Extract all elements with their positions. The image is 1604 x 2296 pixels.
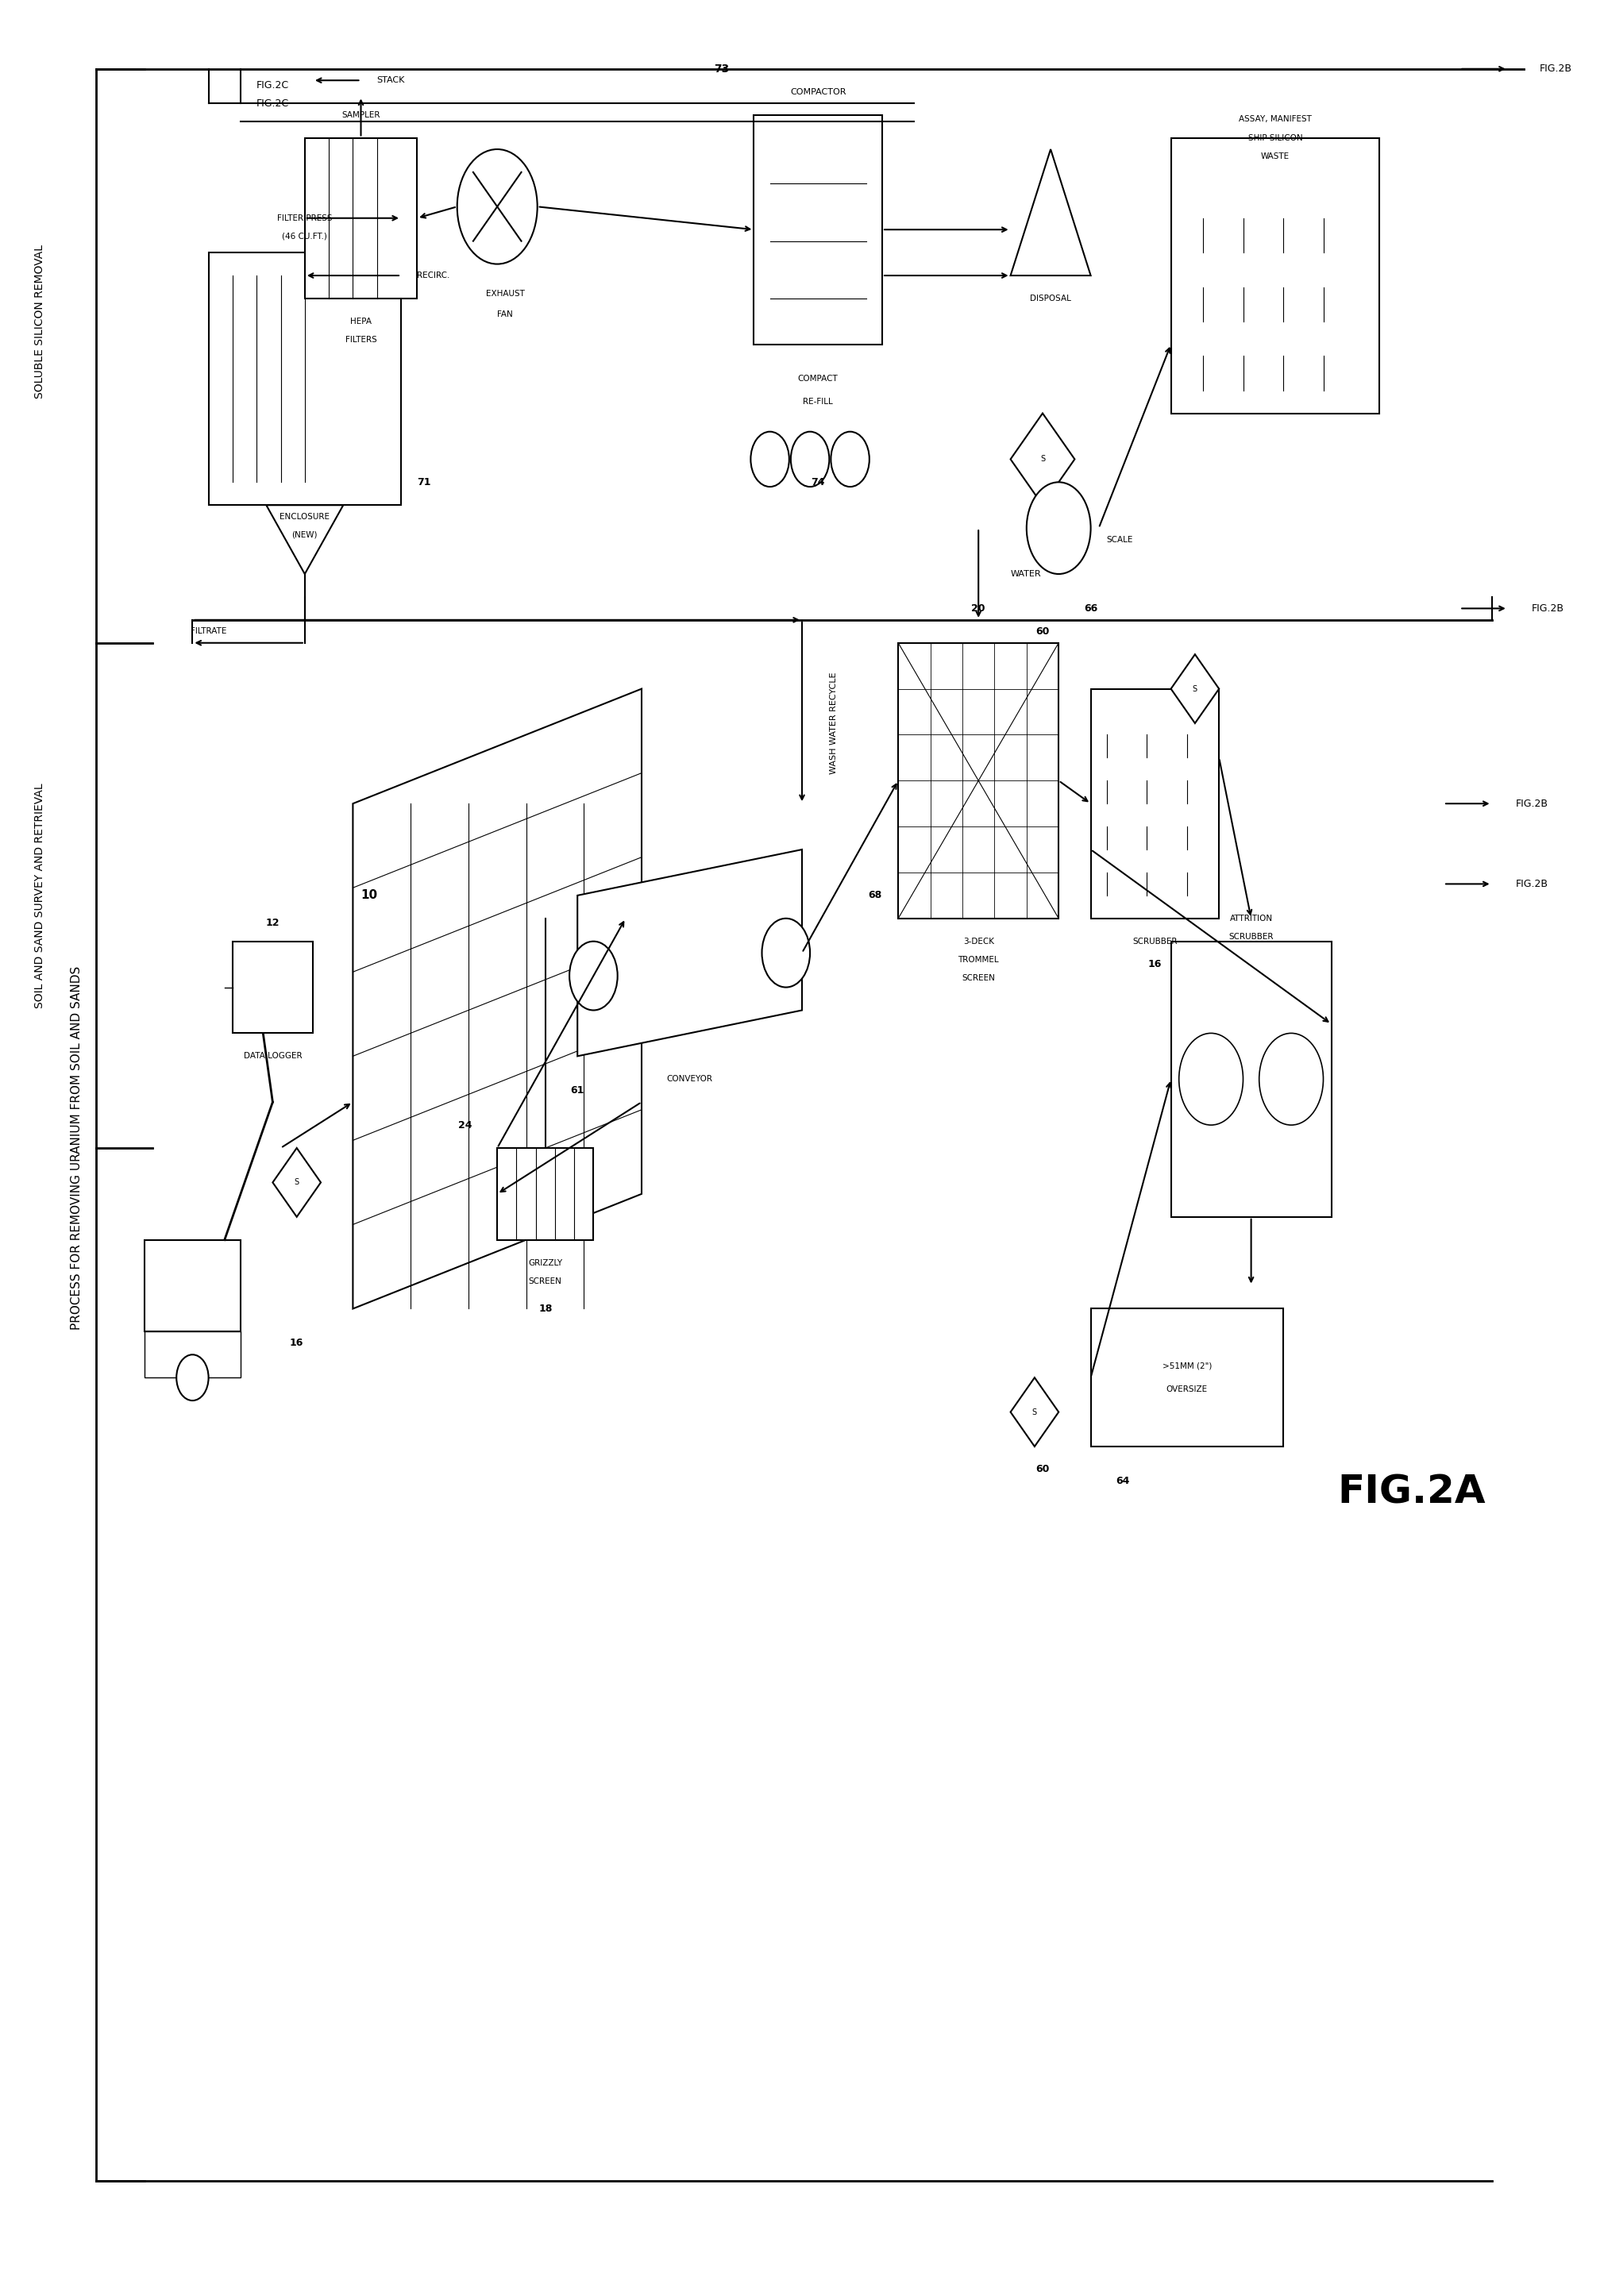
Circle shape <box>1179 1033 1243 1125</box>
Text: DATA LOGGER: DATA LOGGER <box>244 1052 302 1061</box>
Text: FIG.2B: FIG.2B <box>1540 64 1572 73</box>
Bar <box>144 1332 241 1378</box>
Text: FILTER PRESS: FILTER PRESS <box>277 214 332 223</box>
Text: COMPACT: COMPACT <box>797 374 839 383</box>
Text: TROMMEL: TROMMEL <box>958 955 999 964</box>
Bar <box>144 1240 241 1332</box>
Text: 18: 18 <box>539 1304 552 1313</box>
Bar <box>1091 1309 1283 1446</box>
Text: S: S <box>1031 1407 1038 1417</box>
Text: 20: 20 <box>972 604 985 613</box>
Text: 60: 60 <box>1036 627 1049 636</box>
Text: WASTE: WASTE <box>1261 152 1290 161</box>
Bar <box>209 253 401 505</box>
Text: OVERSIZE: OVERSIZE <box>1166 1384 1208 1394</box>
Circle shape <box>176 1355 209 1401</box>
Circle shape <box>457 149 537 264</box>
Polygon shape <box>353 689 642 1309</box>
Text: 73: 73 <box>714 64 730 73</box>
Text: S: S <box>294 1178 300 1187</box>
Text: HEPA: HEPA <box>350 317 372 326</box>
Text: 68: 68 <box>868 891 882 900</box>
Text: SAMPLER: SAMPLER <box>342 110 380 119</box>
Text: FIG.2C: FIG.2C <box>257 80 289 90</box>
Text: FILTERS: FILTERS <box>345 335 377 344</box>
Text: 64: 64 <box>1116 1476 1129 1486</box>
Text: 60: 60 <box>1036 1465 1049 1474</box>
Text: FAN: FAN <box>497 310 513 319</box>
Polygon shape <box>1011 413 1075 505</box>
Bar <box>1171 138 1379 413</box>
Text: 16: 16 <box>290 1339 303 1348</box>
Text: FILTRATE: FILTRATE <box>191 627 226 636</box>
Text: RECIRC.: RECIRC. <box>417 271 449 280</box>
Text: 71: 71 <box>417 478 431 487</box>
Text: DISPOSAL: DISPOSAL <box>1030 294 1071 303</box>
Circle shape <box>751 432 789 487</box>
Circle shape <box>762 918 810 987</box>
Text: 12: 12 <box>266 918 279 928</box>
Text: S: S <box>1039 455 1046 464</box>
Text: COMPACTOR: COMPACTOR <box>791 87 845 96</box>
Text: WATER: WATER <box>1011 569 1041 579</box>
Bar <box>233 941 313 1033</box>
Bar <box>1171 941 1331 1217</box>
Text: SOLUBLE SILICON REMOVAL: SOLUBLE SILICON REMOVAL <box>35 243 45 400</box>
Text: ENCLOSURE: ENCLOSURE <box>279 512 330 521</box>
Text: SCRUBBER: SCRUBBER <box>1132 937 1177 946</box>
Text: (46 CU.FT.): (46 CU.FT.) <box>282 232 327 241</box>
Text: S: S <box>1192 684 1198 693</box>
Text: SHIP SILICON: SHIP SILICON <box>1248 133 1302 142</box>
Text: 61: 61 <box>571 1086 584 1095</box>
Text: RE-FILL: RE-FILL <box>804 397 832 406</box>
Polygon shape <box>1011 1378 1059 1446</box>
Text: FIG.2C: FIG.2C <box>257 99 289 108</box>
Text: PROCESS FOR REMOVING URANIUM FROM SOIL AND SANDS: PROCESS FOR REMOVING URANIUM FROM SOIL A… <box>71 967 83 1329</box>
Circle shape <box>791 432 829 487</box>
Polygon shape <box>1011 149 1091 276</box>
Text: SCRUBBER: SCRUBBER <box>1229 932 1274 941</box>
Text: GRIZZLY: GRIZZLY <box>528 1258 563 1267</box>
Bar <box>497 1148 593 1240</box>
Text: >51MM (2"): >51MM (2") <box>1163 1362 1211 1371</box>
Polygon shape <box>273 1148 321 1217</box>
Circle shape <box>569 941 618 1010</box>
Text: SCREEN: SCREEN <box>962 974 994 983</box>
Text: FIG.2A: FIG.2A <box>1338 1474 1485 1511</box>
Text: CONVEYOR: CONVEYOR <box>667 1075 712 1084</box>
Circle shape <box>1259 1033 1323 1125</box>
Polygon shape <box>266 505 343 574</box>
Text: 10: 10 <box>361 889 377 902</box>
Circle shape <box>831 432 869 487</box>
Text: SCALE: SCALE <box>1107 535 1134 544</box>
Text: FIG.2B: FIG.2B <box>1532 604 1564 613</box>
Polygon shape <box>249 941 289 987</box>
Bar <box>1091 689 1219 918</box>
Text: SCREEN: SCREEN <box>529 1277 561 1286</box>
Bar <box>305 138 417 298</box>
Bar <box>754 115 882 344</box>
Text: 16: 16 <box>1148 960 1161 969</box>
Text: FIG.2B: FIG.2B <box>1516 799 1548 808</box>
Text: FIG.2B: FIG.2B <box>1516 879 1548 889</box>
Text: 66: 66 <box>1084 604 1097 613</box>
Text: ATTRITION: ATTRITION <box>1230 914 1272 923</box>
Text: 24: 24 <box>459 1120 472 1130</box>
Text: EXHAUST: EXHAUST <box>486 289 525 298</box>
Bar <box>898 643 1059 918</box>
Text: STACK: STACK <box>377 76 406 85</box>
Polygon shape <box>1171 654 1219 723</box>
Circle shape <box>1027 482 1091 574</box>
Text: 74: 74 <box>812 478 824 487</box>
Text: (NEW): (NEW) <box>292 530 318 540</box>
Polygon shape <box>577 850 802 1056</box>
Text: 3-DECK: 3-DECK <box>962 937 994 946</box>
Text: SOIL AND SAND SURVEY AND RETRIEVAL: SOIL AND SAND SURVEY AND RETRIEVAL <box>35 783 45 1008</box>
Text: ASSAY, MANIFEST: ASSAY, MANIFEST <box>1238 115 1312 124</box>
Text: WASH WATER RECYCLE: WASH WATER RECYCLE <box>831 673 837 774</box>
